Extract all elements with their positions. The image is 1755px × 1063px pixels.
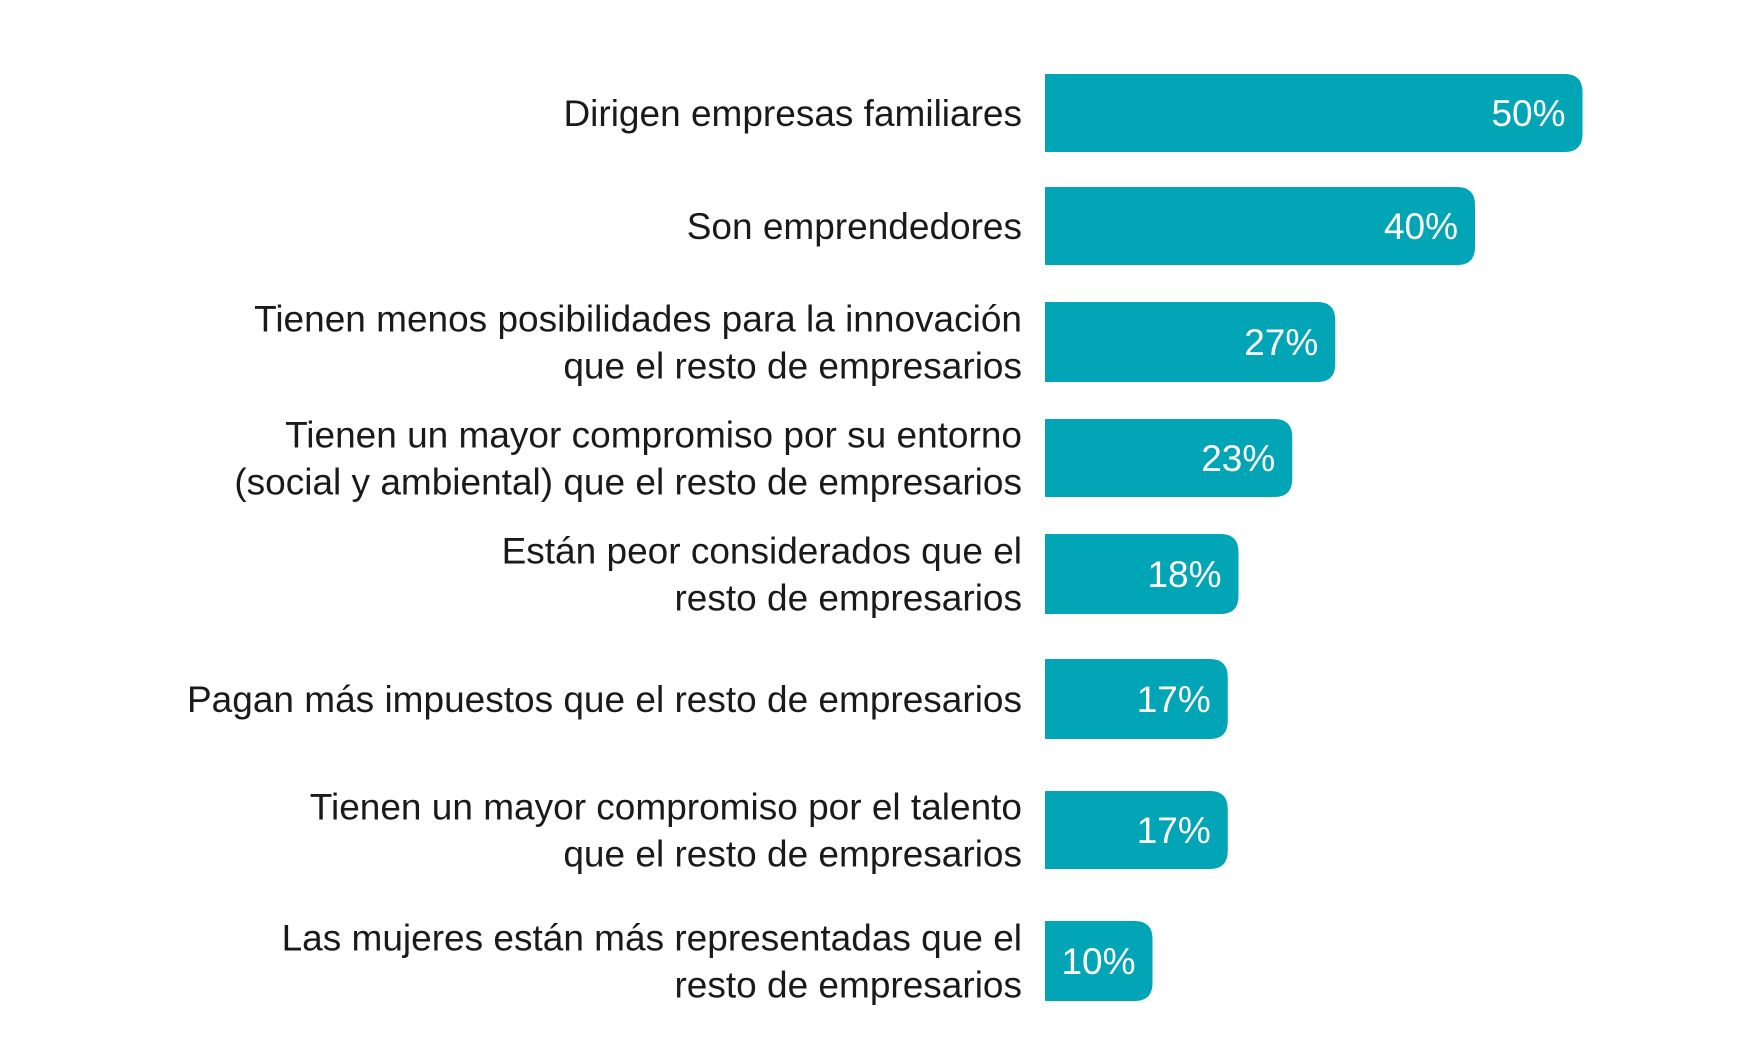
category-label-line: Son emprendedores (687, 206, 1022, 247)
bar-value-label-8: 10% (1061, 941, 1135, 982)
category-label-line: resto de empresarios (674, 965, 1022, 1006)
category-label-line: Las mujeres están más representadas que … (282, 918, 1022, 959)
category-label-4: Tienen un mayor compromiso por su entorn… (234, 415, 1022, 503)
bar-7 (1045, 791, 1228, 869)
bar-3 (1045, 302, 1336, 382)
category-label-8: Las mujeres están más representadas que … (282, 918, 1022, 1006)
category-label-7: Tienen un mayor compromiso por el talent… (310, 787, 1022, 875)
bar-2 (1045, 187, 1475, 265)
bar-5 (1045, 534, 1239, 614)
category-label-3: Tienen menos posibilidades para la innov… (254, 299, 1022, 387)
category-label-line: Tienen un mayor compromiso por su entorn… (285, 415, 1022, 456)
category-label-2: Son emprendedores (687, 206, 1022, 247)
bar-value-label-2: 40% (1384, 206, 1458, 247)
bar-6 (1045, 659, 1228, 739)
bar-value-label-7: 17% (1137, 810, 1211, 851)
category-label-line: Están peor considerados que el (502, 531, 1022, 572)
bar-1 (1045, 74, 1583, 152)
bar-value-label-4: 23% (1201, 438, 1275, 479)
bar-value-label-6: 17% (1137, 679, 1211, 720)
bar-value-label-1: 50% (1491, 93, 1565, 134)
bar-8 (1045, 921, 1153, 1001)
category-label-line: Dirigen empresas familiares (563, 93, 1022, 134)
category-label-1: Dirigen empresas familiares (563, 93, 1022, 134)
bar-value-label-3: 27% (1244, 322, 1318, 363)
category-label-line: que el resto de empresarios (563, 346, 1022, 387)
category-label-line: (social y ambiental) que el resto de emp… (234, 462, 1022, 503)
bar-value-label-5: 18% (1147, 554, 1221, 595)
category-label-line: Tienen un mayor compromiso por el talent… (310, 787, 1022, 828)
category-label-line: Tienen menos posibilidades para la innov… (254, 299, 1022, 340)
category-label-line: resto de empresarios (674, 578, 1022, 619)
bar-4 (1045, 419, 1293, 497)
category-label-line: Pagan más impuestos que el resto de empr… (187, 679, 1022, 720)
category-label-6: Pagan más impuestos que el resto de empr… (187, 679, 1022, 720)
category-label-line: que el resto de empresarios (563, 834, 1022, 875)
category-label-5: Están peor considerados que el resto de e… (502, 531, 1022, 619)
